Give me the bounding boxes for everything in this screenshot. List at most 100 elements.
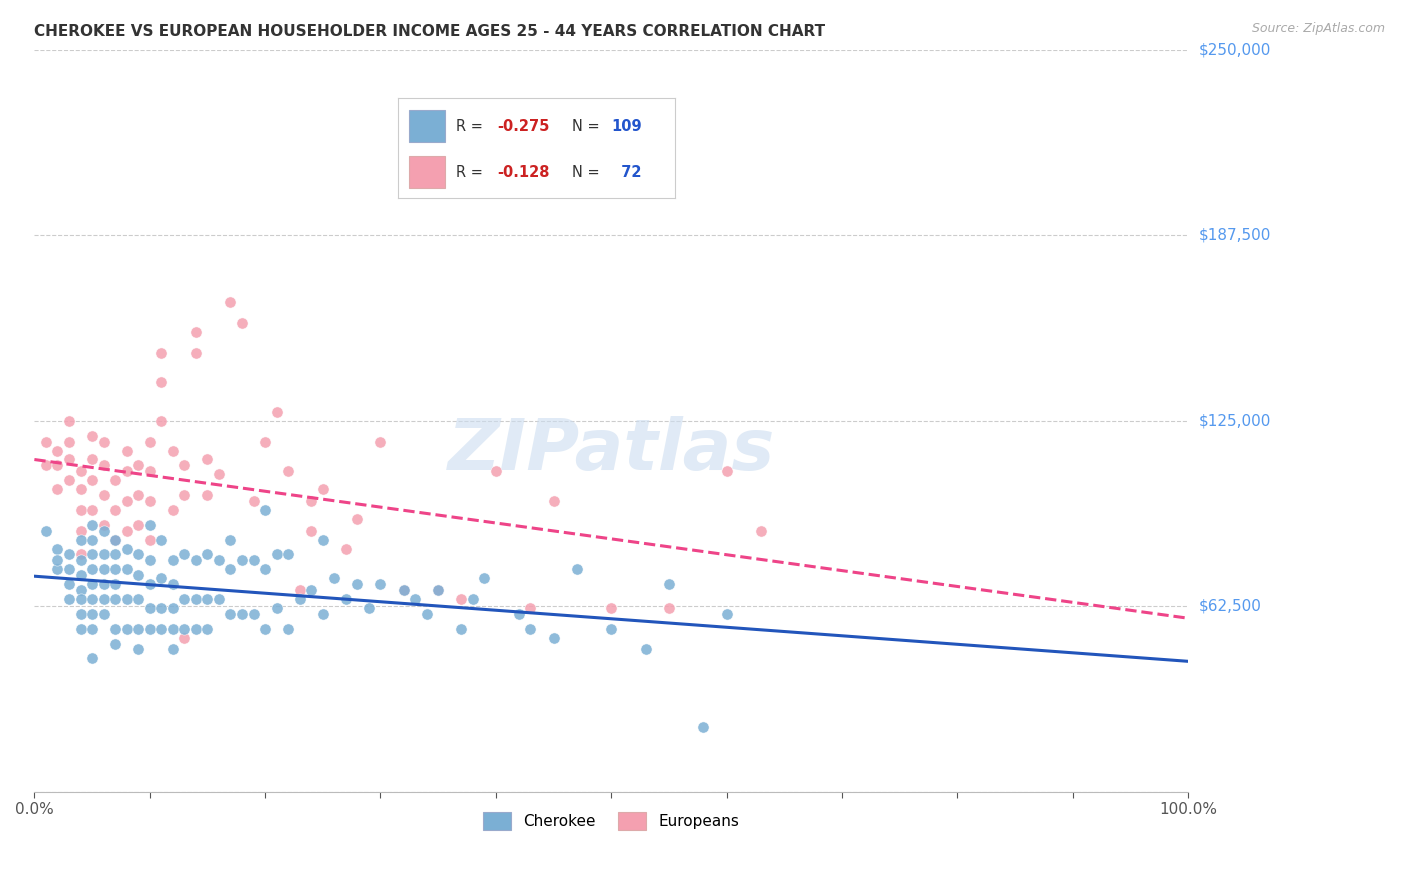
Point xyxy=(173,488,195,502)
Point xyxy=(35,434,58,449)
Point xyxy=(80,473,103,487)
Point xyxy=(46,458,69,473)
Point xyxy=(277,548,299,562)
Point xyxy=(69,548,91,562)
Point xyxy=(115,494,138,508)
Point xyxy=(173,631,195,645)
Point xyxy=(162,503,184,517)
Point xyxy=(197,488,219,502)
Point xyxy=(93,524,115,538)
Point xyxy=(58,452,80,467)
Point xyxy=(58,434,80,449)
Point xyxy=(370,577,392,591)
Point xyxy=(184,592,207,607)
Point xyxy=(427,583,450,598)
Point xyxy=(150,622,173,636)
Point xyxy=(658,577,681,591)
Point xyxy=(138,622,160,636)
Point xyxy=(277,622,299,636)
Point xyxy=(69,524,91,538)
Point xyxy=(219,295,242,310)
Point xyxy=(104,533,127,547)
Point xyxy=(197,548,219,562)
Point xyxy=(242,607,264,621)
Point xyxy=(69,533,91,547)
Point xyxy=(427,583,450,598)
Point xyxy=(93,458,115,473)
Point xyxy=(219,607,242,621)
Point xyxy=(138,517,160,532)
Point xyxy=(80,503,103,517)
Text: ZIPatlas: ZIPatlas xyxy=(447,416,775,485)
Point xyxy=(450,592,472,607)
Point xyxy=(115,622,138,636)
Point xyxy=(346,577,368,591)
Point xyxy=(138,464,160,478)
Point xyxy=(254,434,277,449)
Point xyxy=(69,503,91,517)
Point xyxy=(299,524,322,538)
Point xyxy=(58,473,80,487)
Text: $187,500: $187,500 xyxy=(1199,227,1271,243)
Point xyxy=(127,622,149,636)
Point xyxy=(69,568,91,582)
Point xyxy=(634,642,657,657)
Point xyxy=(415,607,437,621)
Point xyxy=(254,503,277,517)
Point xyxy=(80,562,103,576)
Point xyxy=(58,562,80,576)
Point xyxy=(80,533,103,547)
Point xyxy=(46,553,69,567)
Point xyxy=(208,592,231,607)
Point xyxy=(46,541,69,556)
Point xyxy=(93,577,115,591)
Point xyxy=(658,601,681,615)
Point xyxy=(299,494,322,508)
Text: CHEROKEE VS EUROPEAN HOUSEHOLDER INCOME AGES 25 - 44 YEARS CORRELATION CHART: CHEROKEE VS EUROPEAN HOUSEHOLDER INCOME … xyxy=(34,24,825,39)
Point xyxy=(392,583,415,598)
Point xyxy=(716,464,738,478)
Point xyxy=(277,464,299,478)
Point xyxy=(127,568,149,582)
Point xyxy=(115,592,138,607)
Point xyxy=(173,458,195,473)
Point xyxy=(127,642,149,657)
Point xyxy=(335,541,357,556)
Point xyxy=(242,553,264,567)
Point xyxy=(231,316,253,330)
Point xyxy=(80,607,103,621)
Point xyxy=(150,601,173,615)
Point xyxy=(288,592,311,607)
Point xyxy=(219,562,242,576)
Point xyxy=(80,548,103,562)
Point xyxy=(508,607,530,621)
Legend: Cherokee, Europeans: Cherokee, Europeans xyxy=(477,805,745,837)
Point xyxy=(254,562,277,576)
Point xyxy=(208,467,231,482)
Point xyxy=(184,325,207,339)
Point xyxy=(80,517,103,532)
Point xyxy=(69,607,91,621)
Point xyxy=(80,622,103,636)
Point xyxy=(519,622,541,636)
Point xyxy=(370,434,392,449)
Point xyxy=(58,577,80,591)
Point xyxy=(93,562,115,576)
Point xyxy=(162,622,184,636)
Point xyxy=(35,458,58,473)
Point xyxy=(93,434,115,449)
Point xyxy=(184,622,207,636)
Point xyxy=(450,622,472,636)
Point xyxy=(162,642,184,657)
Point xyxy=(46,443,69,458)
Point xyxy=(312,482,335,496)
Point xyxy=(173,622,195,636)
Point xyxy=(312,533,335,547)
Point xyxy=(219,533,242,547)
Point xyxy=(173,592,195,607)
Point xyxy=(749,524,772,538)
Point xyxy=(138,553,160,567)
Text: $125,000: $125,000 xyxy=(1199,413,1271,428)
Point xyxy=(80,592,103,607)
Point xyxy=(266,548,288,562)
